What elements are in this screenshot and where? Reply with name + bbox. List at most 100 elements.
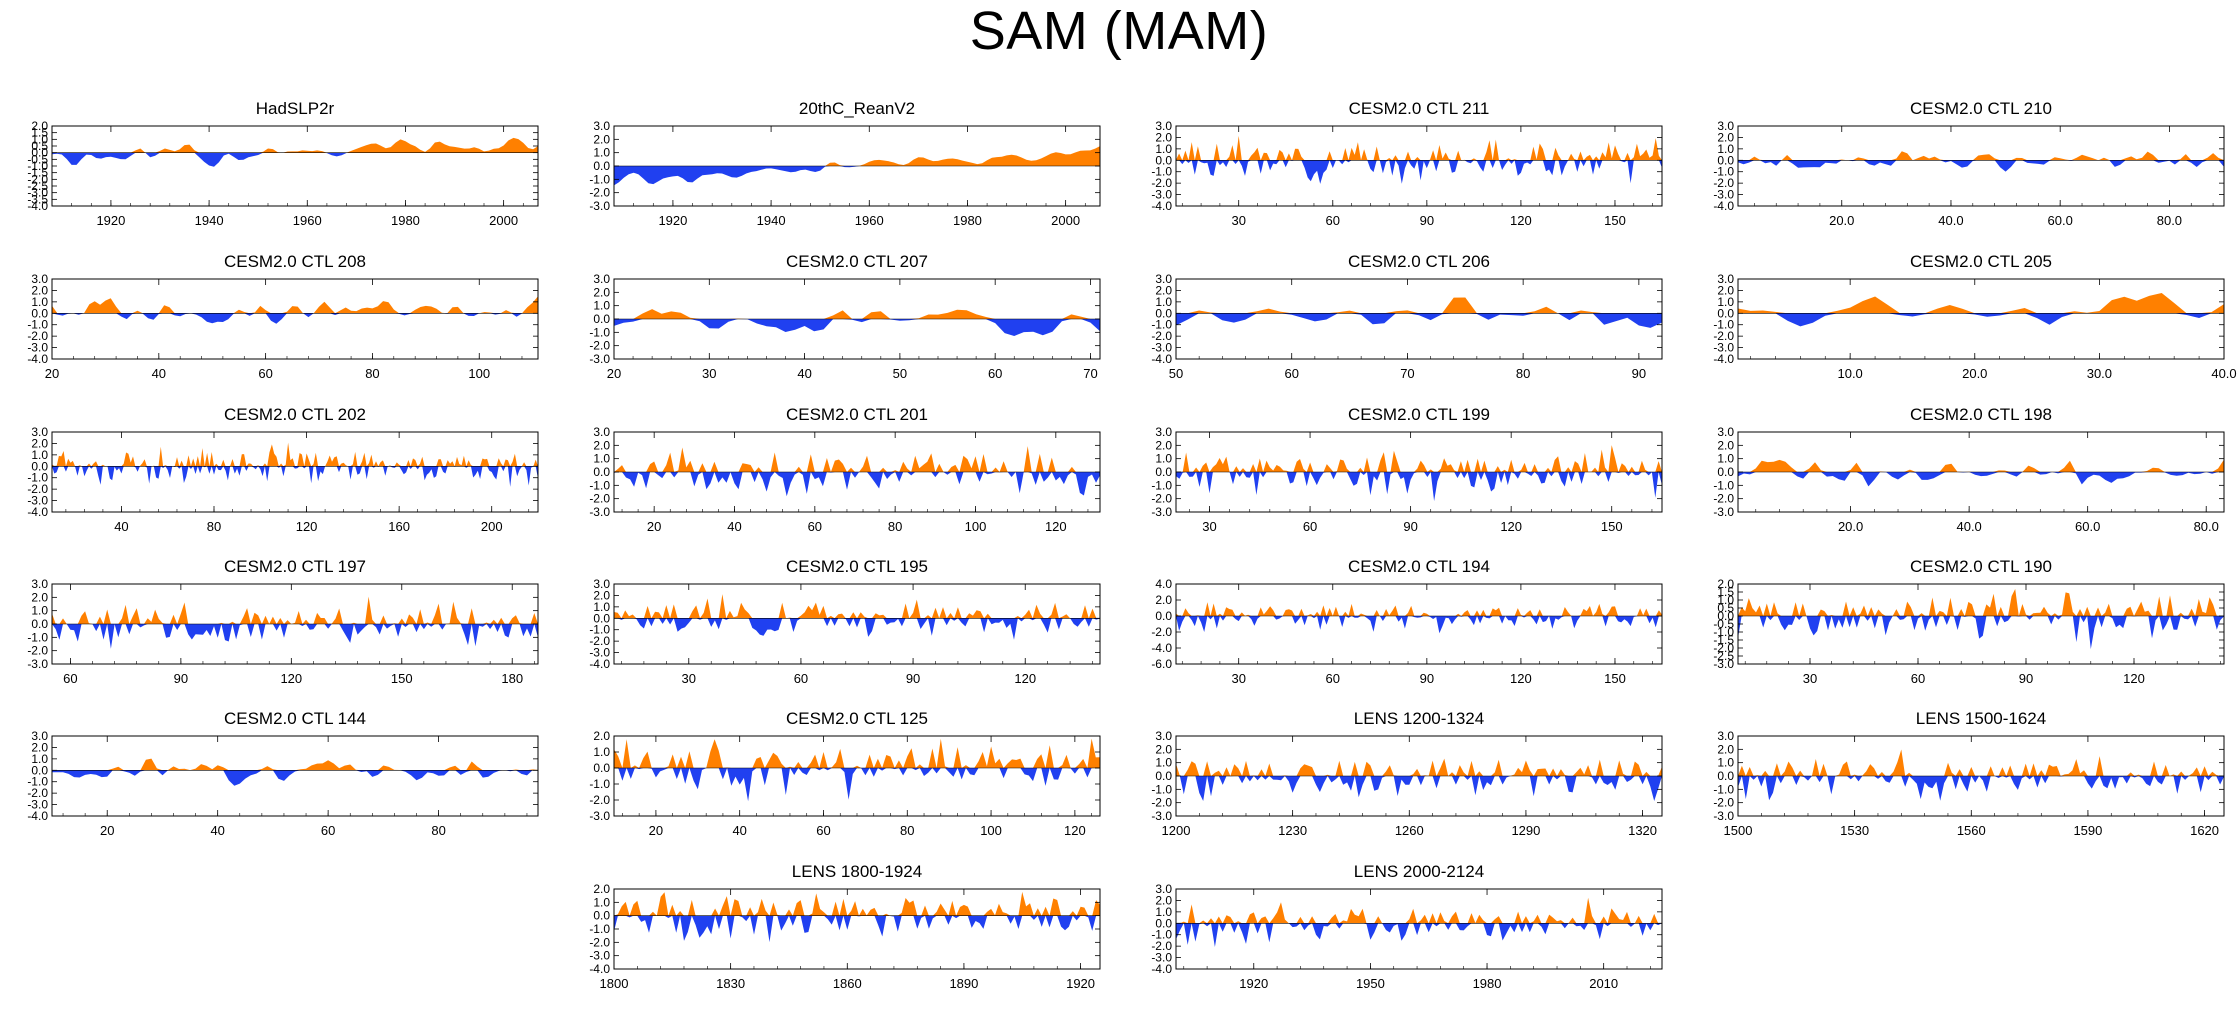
positive-area (614, 891, 1100, 916)
x-tick-label: 40.0 (1956, 519, 1981, 534)
x-tick-label: 1860 (833, 976, 862, 991)
y-tick-label: 2.0 (31, 740, 48, 754)
y-tick-label: -3.0 (589, 949, 610, 963)
y-tick-label: 1.0 (593, 299, 610, 313)
y-tick-label: 2.0 (1717, 130, 1734, 144)
y-tick-label: -2.5 (27, 179, 48, 193)
negative-area (1176, 472, 1662, 502)
y-tick-label: 1.0 (1155, 756, 1172, 770)
y-tick-label: 0.0 (1717, 153, 1734, 167)
x-tick-label: 30 (702, 366, 716, 381)
positive-area (52, 596, 538, 624)
y-tick-label: 2.0 (593, 285, 610, 299)
y-tick-label: 3.0 (593, 425, 610, 439)
y-tick-label: 2.0 (593, 882, 610, 896)
panel-8: CESM2.0 CTL 205 3.02.01.00.0-1.0-2.0-3.0-… (1713, 252, 2236, 381)
positive-area (1176, 602, 1662, 616)
x-tick-label: 120 (296, 519, 318, 534)
y-tick-label: -3.0 (589, 352, 610, 366)
panel-21: LENS 1800-19242.01.00.0-1.0-2.0-3.0-4.01… (589, 862, 1101, 991)
y-tick-label: 0.0 (593, 159, 610, 173)
x-tick-label: 40.0 (2211, 366, 2236, 381)
y-tick-label: -4.0 (27, 505, 48, 519)
y-tick-label: -3.0 (1713, 505, 1734, 519)
y-tick-label: -3.0 (1151, 505, 1172, 519)
x-tick-label: 180 (501, 671, 523, 686)
y-tick-label: -4.0 (27, 199, 48, 213)
positive-area (52, 137, 538, 153)
x-tick-label: 60 (1303, 519, 1317, 534)
y-tick-label: -1.5 (1713, 633, 1734, 647)
x-tick-label: 1980 (953, 213, 982, 228)
x-tick-label: 50 (1169, 366, 1183, 381)
y-tick-label: -2.0 (27, 644, 48, 658)
y-tick-label: -3.0 (1151, 809, 1172, 823)
y-tick-label: 2.0 (1155, 742, 1172, 756)
y-tick-label: -4.0 (1151, 962, 1172, 976)
y-tick-label: -1.0 (589, 623, 610, 637)
positive-area (1176, 297, 1662, 314)
y-tick-label: -2.0 (589, 935, 610, 949)
y-tick-label: -3.0 (1151, 951, 1172, 965)
x-tick-label: 160 (388, 519, 410, 534)
y-tick-label: 2.0 (1155, 593, 1172, 607)
y-tick-label: -2.0 (27, 329, 48, 343)
y-tick-label: 3.0 (593, 577, 610, 591)
y-tick-label: -4.0 (1151, 199, 1172, 213)
y-tick-label: 0.0 (593, 761, 610, 775)
x-tick-label: 1940 (757, 213, 786, 228)
y-tick-label: -2.0 (1151, 796, 1172, 810)
x-tick-label: 20.0 (1838, 519, 1863, 534)
x-tick-label: 80.0 (2194, 519, 2219, 534)
x-tick-label: 80 (431, 823, 445, 838)
negative-area (52, 624, 538, 649)
x-tick-label: 1320 (1628, 823, 1657, 838)
y-tick-label: -3.0 (589, 199, 610, 213)
panel-title: CESM2.0 CTL 190 (1910, 557, 2052, 576)
y-tick-label: 2.0 (1717, 438, 1734, 452)
panel-title: CESM2.0 CTL 211 (1349, 99, 1490, 118)
negative-area (614, 618, 1100, 640)
y-tick-label: 0.0 (1717, 465, 1734, 479)
x-tick-label: 1920 (1239, 976, 1268, 991)
negative-area (1738, 616, 2224, 650)
negative-area (52, 152, 538, 167)
positive-area (614, 309, 1100, 319)
positive-area (614, 738, 1100, 768)
x-tick-label: 150 (1604, 671, 1626, 686)
y-tick-label: -3.5 (27, 192, 48, 206)
y-tick-label: 0.0 (31, 306, 48, 320)
y-tick-label: -1.0 (27, 630, 48, 644)
y-tick-label: 2.0 (1717, 283, 1734, 297)
panel-title: CESM2.0 CTL 205 (1910, 252, 2052, 271)
x-tick-label: 60 (988, 366, 1002, 381)
y-tick-label: -1.0 (1151, 165, 1172, 179)
y-tick-label: -1.0 (1713, 782, 1734, 796)
negative-area (1738, 313, 2224, 327)
y-tick-label: -3.0 (27, 186, 48, 200)
negative-area (1176, 776, 1662, 801)
y-tick-label: -2.5 (1713, 649, 1734, 663)
x-tick-label: 60 (1284, 366, 1298, 381)
y-tick-label: -0.5 (27, 152, 48, 166)
panel-5: CESM2.0 CTL 208 3.02.01.00.0-1.0-2.0-3.0-… (27, 252, 539, 381)
x-tick-label: 20 (607, 366, 621, 381)
y-tick-label: -3.0 (27, 798, 48, 812)
plot-frame (613, 583, 1101, 665)
x-tick-label: 120 (1014, 671, 1036, 686)
y-tick-label: 3.0 (31, 425, 48, 439)
x-tick-label: 2000 (489, 213, 518, 228)
y-tick-label: -0.5 (1713, 617, 1734, 631)
panel-6: CESM2.0 CTL 207 3.02.01.00.0-1.0-2.0-3.02… (589, 252, 1101, 381)
y-tick-label: -2.0 (1713, 641, 1734, 655)
y-tick-label: 1.0 (31, 448, 48, 462)
y-tick-label: 1.0 (593, 745, 610, 759)
y-tick-label: -6.0 (1151, 657, 1172, 671)
negative-area (614, 319, 1100, 336)
x-tick-label: 20.0 (1829, 213, 1854, 228)
y-tick-label: -1.0 (1713, 165, 1734, 179)
y-tick-label: -2.0 (1713, 176, 1734, 190)
y-tick-label: 0.0 (1155, 153, 1172, 167)
y-tick-label: 3.0 (1155, 119, 1172, 133)
x-tick-label: 20 (45, 366, 59, 381)
